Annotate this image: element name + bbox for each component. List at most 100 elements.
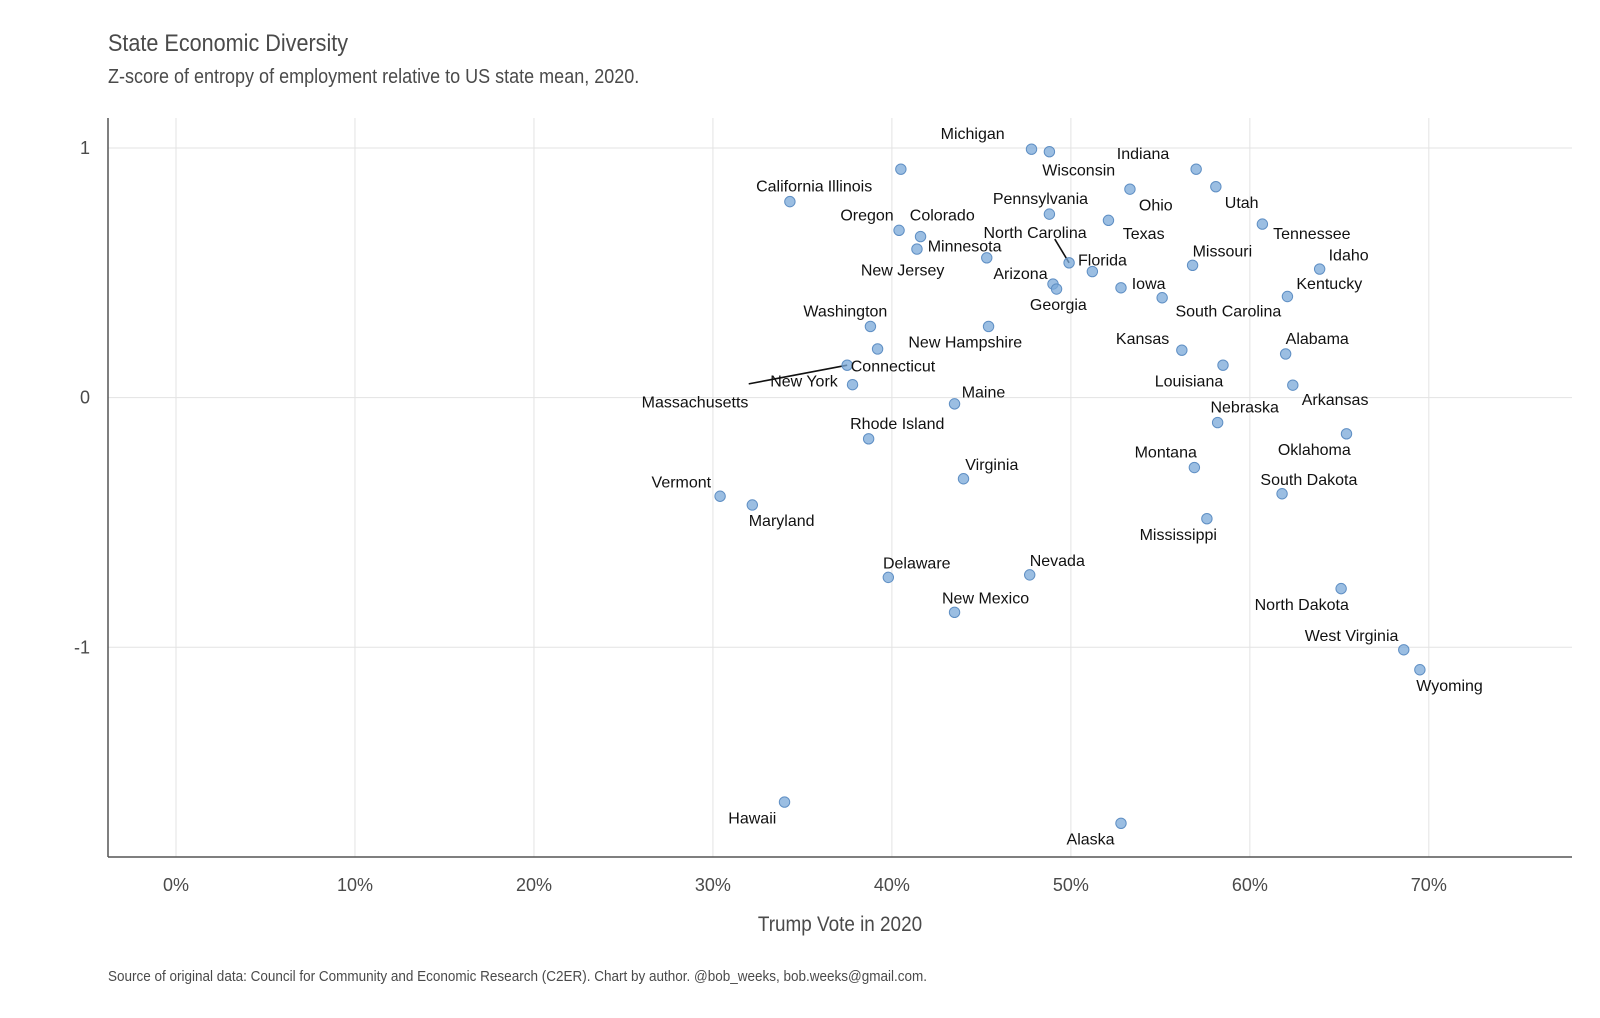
data-point [1176,344,1188,356]
point-label: Missouri [1193,244,1253,261]
data-point [778,796,791,808]
point-label: Massachusetts [642,395,749,412]
point-label: Montana [1135,445,1197,462]
point-label: Arizona [993,266,1047,283]
data-point [957,473,970,485]
data-point [948,398,961,410]
data-point [1190,163,1202,175]
data-point [1156,292,1168,304]
point-label: Arkansas [1302,392,1369,409]
point-label: Nevada [1030,553,1085,570]
data-point [1188,461,1201,474]
point-label: New York [770,373,839,390]
point-label: Kansas [1116,331,1169,348]
data-point [1050,283,1063,295]
point-label: Michigan [941,126,1005,143]
data-point [1115,817,1127,829]
data-point [846,378,859,391]
data-point [1043,208,1056,220]
data-point [1102,214,1115,227]
data-point [1256,218,1269,230]
x-tick-label: 60% [1232,875,1268,895]
data-point [1124,183,1136,195]
x-axis-label: Trump Vote in 2020 [758,913,922,936]
data-point [1086,265,1099,278]
x-tick-label: 0% [163,875,189,895]
data-point [864,320,877,333]
point-label: Alabama [1286,331,1349,348]
data-point [981,252,993,264]
point-label: New Jersey [861,262,945,279]
data-point [1281,290,1294,303]
data-points [714,143,1426,829]
axes [107,118,1572,858]
point-label: North Carolina [984,225,1087,242]
data-point [1313,263,1326,275]
data-point [1287,379,1299,391]
data-point [1217,359,1229,371]
x-tick-label: 20% [516,875,552,895]
point-label: Connecticut [851,358,936,375]
x-tick-label: 70% [1411,875,1447,895]
data-point [1211,416,1224,429]
x-tick-label: 50% [1053,875,1089,895]
x-tick-label: 30% [695,875,731,895]
point-label: Hawaii [728,810,776,827]
point-label: Ohio [1139,197,1173,214]
point-label: North Dakota [1255,597,1349,614]
point-label: Maine [962,385,1006,402]
data-point [882,571,895,584]
point-label: Utah [1225,195,1259,212]
source-caption: Source of original data: Council for Com… [108,968,928,985]
data-point [1043,146,1056,158]
x-tick-labels: 0% 10% 20% 30% 40% 50% 60% 70% [163,875,1447,895]
data-point [1024,569,1036,581]
data-point [1201,513,1213,525]
data-point [714,490,726,502]
y-tick-label: 1 [80,138,90,158]
data-point [1115,282,1127,294]
point-label: Texas [1123,226,1165,243]
data-point [862,433,875,445]
point-label: Tennessee [1273,226,1350,243]
y-tick-label: 0 [80,388,90,408]
data-point [1025,143,1038,155]
x-tick-label: 10% [337,875,373,895]
point-label: Alaska [1067,832,1115,849]
data-point [948,606,961,619]
point-label: Indiana [1117,146,1170,163]
point-label: Washington [803,303,887,320]
leader-line [748,364,848,385]
y-tick-label: -1 [74,637,90,657]
point-label: Minnesota [928,239,1002,256]
data-point [1335,582,1347,595]
point-label: Vermont [652,475,712,492]
data-point [871,343,884,355]
point-label: West Virginia [1305,628,1399,645]
chart-title: State Economic Diversity [108,30,349,57]
data-point [1186,259,1199,272]
data-point [1279,348,1292,360]
data-point [1340,428,1353,440]
point-label: Illinois [828,179,872,196]
point-label: Florida [1078,252,1127,269]
point-label: New Hampshire [908,335,1022,352]
data-point [895,163,907,175]
data-point [982,320,995,333]
data-point [1210,180,1222,193]
point-label: Maryland [749,513,815,530]
data-point [893,224,905,237]
data-point [1276,488,1288,500]
point-label: New Mexico [942,591,1029,608]
point-label: South Dakota [1260,472,1357,489]
point-label: Idaho [1329,247,1369,264]
point-label: Kentucky [1296,276,1362,293]
point-label: Delaware [883,556,951,573]
point-label: Iowa [1132,276,1166,293]
point-label: Nebraska [1210,400,1279,417]
data-point [914,230,927,243]
point-label: Pennsylvania [993,191,1088,208]
point-label: South Carolina [1175,303,1281,320]
data-point [911,243,923,255]
